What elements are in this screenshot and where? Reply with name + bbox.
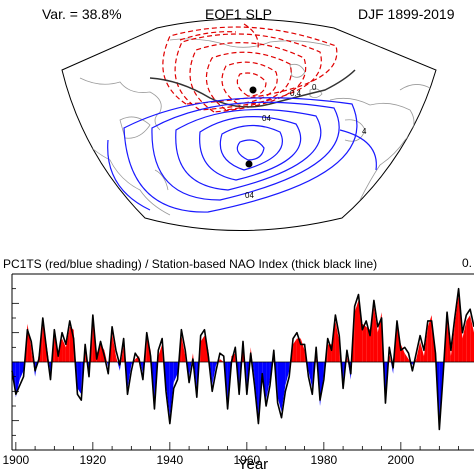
pc1ts-segment [277,362,282,412]
pc1ts-segment [466,315,471,362]
pc1ts-segment [450,323,455,362]
pc1ts-segment [462,320,467,362]
x-tick-label: 1940 [156,453,184,467]
pc1ts-segment [15,362,20,398]
pc1ts-segment [335,320,340,362]
contour-label: 0.4 [290,89,302,98]
pc1ts-segment [127,362,132,389]
pc1ts-segment [293,338,297,362]
pc1ts-segment [146,338,151,362]
pc1ts-segment [19,362,24,380]
map-sector [61,18,437,231]
pc1ts-segment [166,362,170,418]
pc1ts-segment [389,353,391,362]
zero-contour [149,69,356,108]
pc1ts-segment [77,362,82,395]
x-tick-label: 1900 [2,453,30,467]
pc1ts-segment [423,326,428,362]
pc1ts-segment [366,326,371,362]
pc1ts-segment [219,359,224,362]
eof1-map: 0 4 0.4 04 04 [61,18,437,231]
pc1ts-segment [362,323,367,362]
positive-contours [107,97,377,213]
pc1ts-segment [308,362,313,389]
x-tick-label: 1960 [233,453,261,467]
pc1ts-segment [416,341,421,362]
period-label: DJF 1899-2019 [358,6,455,22]
pc1ts-segment [358,300,363,362]
pc1ts-segment [458,294,463,362]
pc1ts-segment [181,335,186,362]
pc1ts-segment [115,356,118,362]
pc1ts-segment [200,335,205,362]
pc1ts-segment [121,344,124,362]
pc1ts-segment [370,306,374,362]
north-center-marker [249,86,257,94]
pc1ts-segment [410,362,413,365]
pc1ts-segment [266,362,270,401]
variance-label: Var. = 38.8% [42,6,122,22]
pc1ts-segment [42,323,47,362]
pc1ts-segment [131,362,134,365]
pc1ts-segment [112,332,116,362]
pc1ts-segment [373,306,378,362]
pc1ts-segment [354,300,359,362]
x-axis-label: Year [237,456,269,473]
pc1ts-segment [427,315,432,362]
chart-axes [11,273,474,451]
pc1ts-segment [296,338,301,362]
contour-label: 4 [362,127,367,136]
contour-label: 0 [312,83,317,92]
pc1ts-segment [397,326,401,362]
pc1ts-segment [140,362,143,374]
pc1ts-segment [300,338,305,362]
x-tick-label: 1980 [310,453,338,467]
pc1ts-segment [173,362,178,383]
pc1ts-segment [281,362,286,412]
pc1ts-segment [189,362,192,377]
pc1ts-segment [58,338,63,362]
x-tick-label: 2000 [387,453,415,467]
pc1ts-segment [454,294,459,362]
x-tick-label: 1920 [79,453,107,467]
pc1ts-segment [133,359,136,362]
contour-label: 04 [245,191,254,200]
nao-line [11,287,474,431]
pc1ts-segment [100,344,105,362]
pc1ts-segment [254,362,259,418]
pc1ts-segment [377,312,382,362]
pc1ts-segment [262,362,267,401]
pc1ts-segment [158,344,163,362]
pc1ts-segment [169,362,174,418]
pc1ts-segment [106,362,109,368]
corner-label: 0. [462,256,473,270]
timeseries-title: PC1TS (red/blue shading) / Station-based… [3,257,378,271]
pc1ts-segment [346,356,348,362]
pc1ts-segment [285,362,290,386]
pc1ts-segment [212,362,217,386]
pc1ts-segment [470,315,474,362]
pc1ts-segment [54,335,59,362]
contour-label: 04 [262,114,271,123]
map-title: EOF1 SLP [205,6,272,22]
pc1ts-segment [216,362,218,365]
nao-index-line [11,287,474,431]
pc1ts-segment [204,335,209,362]
pc1ts-segment [62,338,66,362]
pc1ts-segment [420,341,424,362]
south-center-marker [245,160,253,168]
negative-contours [162,23,338,113]
pc1ts-fill [12,294,474,424]
pc1ts-segment [404,353,409,362]
pc1ts-segment [217,359,220,362]
pc1ts-segment [65,326,70,362]
